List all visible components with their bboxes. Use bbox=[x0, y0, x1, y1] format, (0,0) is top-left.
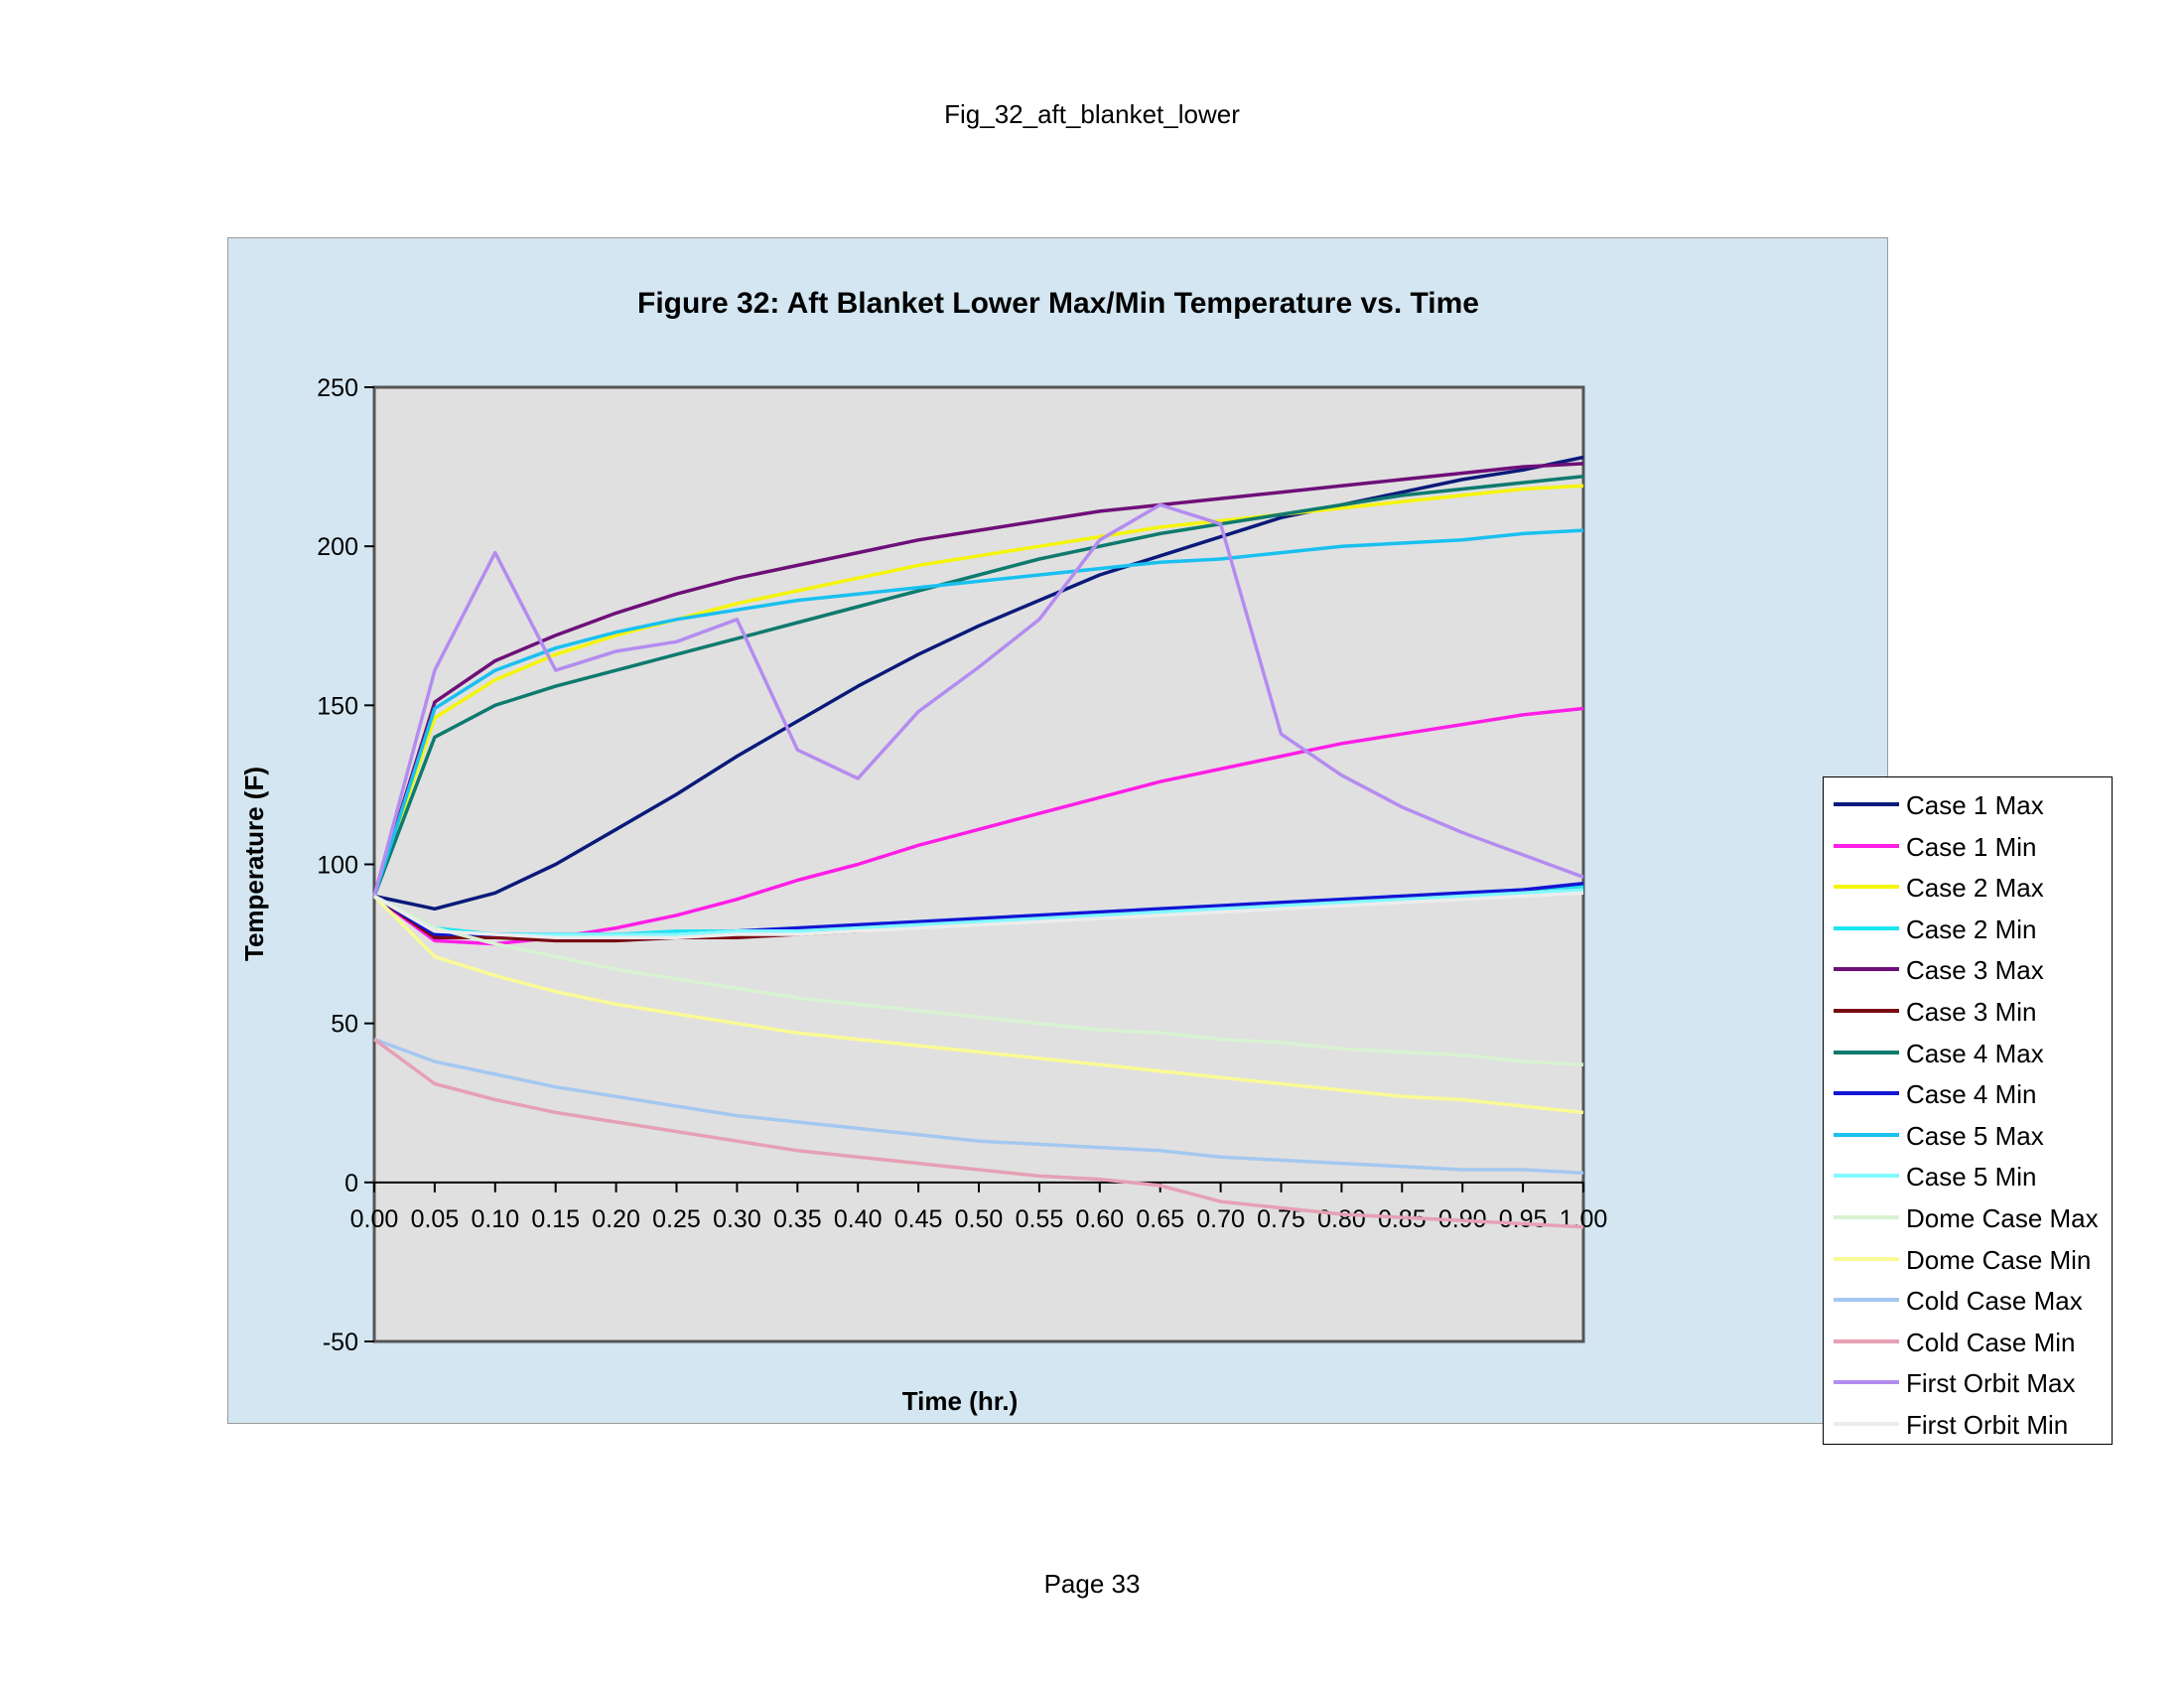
x-tick-label: 0.95 bbox=[1499, 1205, 1548, 1233]
x-tick-label: 1.00 bbox=[1560, 1205, 1608, 1233]
legend-label: Case 1 Min bbox=[1906, 831, 2037, 862]
x-tick-label: 0.70 bbox=[1196, 1205, 1245, 1233]
legend-swatch bbox=[1834, 1338, 1899, 1343]
legend-label: First Orbit Min bbox=[1906, 1410, 2069, 1440]
y-tick-label: 100 bbox=[317, 852, 358, 880]
legend-item: Case 1 Max bbox=[1824, 785, 2112, 826]
legend-label: Case 1 Max bbox=[1906, 790, 2044, 820]
legend-label: First Orbit Max bbox=[1906, 1368, 2076, 1399]
legend-label: Case 4 Min bbox=[1906, 1079, 2037, 1110]
x-tick-label: 0.35 bbox=[773, 1205, 822, 1233]
legend-swatch bbox=[1834, 1215, 1899, 1219]
legend-item: Case 5 Max bbox=[1824, 1116, 2112, 1157]
x-tick-label: 0.65 bbox=[1136, 1205, 1184, 1233]
legend-swatch bbox=[1834, 802, 1899, 806]
x-tick-label: 0.80 bbox=[1317, 1205, 1366, 1233]
legend-item: First Orbit Max bbox=[1824, 1363, 2112, 1404]
legend-item: Case 4 Min bbox=[1824, 1074, 2112, 1115]
chart-legend: Case 1 Max Case 1 Min Case 2 Max Case 2 Min… bbox=[1823, 776, 2113, 1445]
legend-swatch bbox=[1834, 1009, 1899, 1013]
legend-label: Case 2 Min bbox=[1906, 914, 2037, 944]
chart-area: Figure 32: Aft Blanket Lower Max/Min Tem… bbox=[227, 237, 2113, 1445]
y-tick-label: -50 bbox=[323, 1329, 358, 1356]
series-line-first-orbit-max bbox=[372, 502, 1584, 897]
series-line-case-4-max bbox=[372, 474, 1584, 898]
series-line-first-orbit-min bbox=[373, 891, 1584, 939]
legend-label: Cold Case Max bbox=[1906, 1286, 2083, 1317]
legend-swatch bbox=[1834, 843, 1899, 848]
series-line-case-5-max bbox=[372, 528, 1584, 898]
legend-label: Case 4 Max bbox=[1906, 1038, 2044, 1068]
legend-swatch bbox=[1834, 1174, 1899, 1179]
x-tick-label: 0.40 bbox=[834, 1205, 883, 1233]
x-tick-label: 0.15 bbox=[531, 1205, 580, 1233]
x-tick-label: 0.05 bbox=[411, 1205, 460, 1233]
legend-label: Case 5 Max bbox=[1906, 1120, 2044, 1151]
legend-label: Dome Case Min bbox=[1906, 1244, 2092, 1275]
legend-swatch bbox=[1834, 1132, 1899, 1137]
series-line-case-1-max bbox=[373, 455, 1584, 912]
page-footer: Page 33 bbox=[1043, 1569, 1141, 1599]
x-tick-label: 0.60 bbox=[1075, 1205, 1124, 1233]
legend-item: Case 5 Min bbox=[1824, 1157, 2112, 1197]
y-tick-label: 150 bbox=[317, 692, 358, 720]
series-line-dome-case-max bbox=[373, 894, 1584, 1067]
series-line-cold-case-max bbox=[373, 1038, 1584, 1175]
legend-swatch bbox=[1834, 1256, 1899, 1261]
x-tick-label: 0.30 bbox=[713, 1205, 761, 1233]
legend-item: Case 1 Min bbox=[1824, 827, 2112, 868]
legend-swatch bbox=[1834, 1380, 1899, 1385]
legend-item: Dome Case Max bbox=[1824, 1198, 2112, 1239]
legend-item: Cold Case Max bbox=[1824, 1281, 2112, 1322]
legend-item: Case 4 Max bbox=[1824, 1034, 2112, 1074]
legend-swatch bbox=[1834, 1298, 1899, 1303]
legend-swatch bbox=[1834, 967, 1899, 972]
y-tick-label: 50 bbox=[331, 1011, 358, 1039]
legend-label: Cold Case Min bbox=[1906, 1327, 2076, 1357]
legend-swatch bbox=[1834, 1422, 1899, 1426]
legend-swatch bbox=[1834, 1050, 1899, 1054]
legend-label: Case 2 Max bbox=[1906, 873, 2044, 904]
legend-label: Case 5 Min bbox=[1906, 1162, 2037, 1193]
legend-item: Case 2 Max bbox=[1824, 868, 2112, 909]
series-line-case-5-min bbox=[373, 888, 1584, 936]
x-tick-label: 0.55 bbox=[1016, 1205, 1064, 1233]
series-line-case-2-max bbox=[372, 484, 1584, 898]
chart-title: Figure 32: Aft Blanket Lower Max/Min Tem… bbox=[637, 287, 1479, 320]
legend-swatch bbox=[1834, 1091, 1899, 1096]
series-line-cold-case-min bbox=[372, 1038, 1584, 1229]
legend-swatch bbox=[1834, 925, 1899, 930]
page-header-title: Fig_32_aft_blanket_lower bbox=[944, 99, 1240, 129]
legend-item: Case 3 Min bbox=[1824, 992, 2112, 1033]
y-tick-label: 200 bbox=[317, 533, 358, 561]
x-tick-label: 0.10 bbox=[471, 1205, 519, 1233]
y-tick-label: 0 bbox=[344, 1170, 358, 1197]
legend-label: Case 3 Min bbox=[1906, 997, 2037, 1027]
legend-label: Dome Case Max bbox=[1906, 1203, 2099, 1233]
legend-item: Case 2 Min bbox=[1824, 910, 2112, 950]
x-tick-label: 0.50 bbox=[955, 1205, 1004, 1233]
legend-item: Dome Case Min bbox=[1824, 1240, 2112, 1281]
legend-swatch bbox=[1834, 885, 1899, 890]
x-tick-label: 0.45 bbox=[894, 1205, 943, 1233]
legend-item: Case 3 Max bbox=[1824, 950, 2112, 991]
x-tick-label: 0.00 bbox=[350, 1205, 399, 1233]
series-line-case-3-max bbox=[372, 462, 1584, 898]
chart-svg: Figure 32: Aft Blanket Lower Max/Min Tem… bbox=[239, 287, 1608, 1416]
x-tick-label: 0.20 bbox=[592, 1205, 640, 1233]
legend-item: First Orbit Min bbox=[1824, 1405, 2112, 1446]
series-line-dome-case-min bbox=[372, 895, 1584, 1115]
legend-item: Cold Case Min bbox=[1824, 1323, 2112, 1363]
x-tick-label: 0.25 bbox=[652, 1205, 701, 1233]
x-axis-title: Time (hr.) bbox=[902, 1386, 1019, 1416]
legend-label: Case 3 Max bbox=[1906, 955, 2044, 986]
y-axis-title: Temperature (F) bbox=[239, 767, 269, 961]
y-tick-label: 250 bbox=[317, 374, 358, 402]
